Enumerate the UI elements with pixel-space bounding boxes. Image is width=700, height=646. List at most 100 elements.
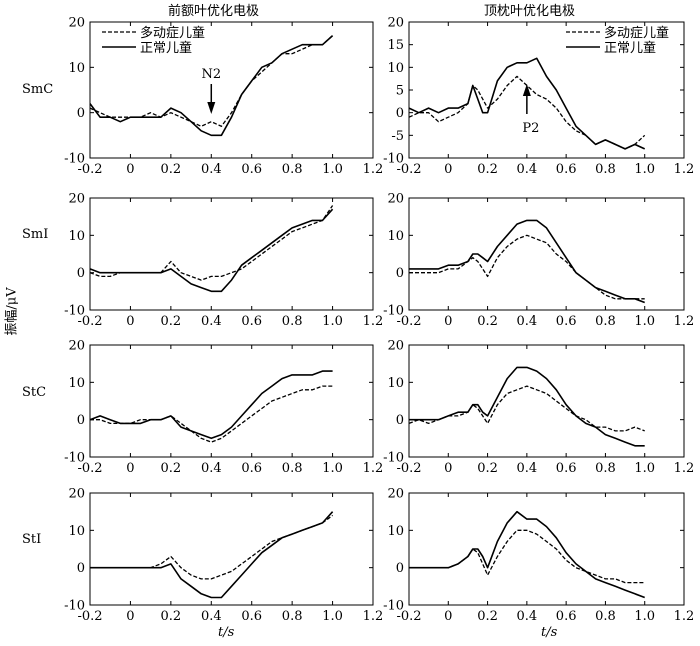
y-tick-label: -5 [391, 129, 404, 144]
series-line-normal [90, 511, 334, 599]
series-line-normal [89, 370, 333, 440]
y-tick-label: 0 [396, 266, 404, 281]
y-tick-label: 0 [396, 106, 404, 121]
x-tick-label: 0.2 [477, 162, 498, 177]
y-tick-label: 20 [387, 339, 404, 354]
plot-frame [408, 492, 685, 606]
x-tick-label: 0.2 [477, 609, 498, 624]
y-tick-label: 20 [68, 16, 85, 31]
x-tick-label: 0 [444, 461, 452, 476]
y-tick-label: -10 [64, 451, 85, 466]
x-tick-label: 1.0 [322, 461, 343, 476]
panel-SmC-parietal: -0.2 0 0.2 0.4 0.6 0.8 1.0 1.2 -10 -5 0 5 10 15 20 P2 多动… [383, 16, 694, 178]
y-tick-label: 10 [387, 229, 404, 244]
x-axis-label-right: t/s [541, 625, 558, 640]
x-tick-label: 0 [444, 162, 452, 177]
x-tick-label: 0.2 [161, 461, 182, 476]
legend-label-adhd: 多动症儿童 [140, 25, 205, 41]
series-line-adhd [408, 385, 645, 432]
y-tick-label: 0 [77, 106, 85, 121]
panel-SmI-parietal: -0.2 0 0.2 0.4 0.6 0.8 1.0 1.2 -10 0 10 20 [383, 192, 694, 330]
x-tick-label: 1.2 [363, 461, 384, 476]
x-tick-label: 1.2 [674, 461, 695, 476]
x-tick-label: 0.2 [477, 314, 498, 329]
row-label-smc: SmC [22, 82, 54, 97]
x-tick-label: 0.8 [282, 461, 303, 476]
x-tick-label: 0 [126, 609, 134, 624]
legend-label-adhd: 多动症儿童 [604, 25, 669, 41]
x-tick-label: 1.0 [322, 609, 343, 624]
plot-frame [89, 492, 374, 606]
x-tick-label: -0.2 [396, 609, 421, 624]
n2-arrow-head [207, 102, 216, 114]
series-line-normal [89, 35, 334, 137]
x-tick-label: 0.4 [517, 461, 538, 476]
x-tick-label: 0.4 [201, 162, 222, 177]
x-tick-label: 1.2 [674, 162, 695, 177]
panel-SmC-frontal: -0.2 0 0.2 0.4 0.6 0.8 1.0 1.2 -10 0 10 20 N2 多动症儿童正常… [64, 16, 383, 178]
y-tick-label: -10 [64, 599, 85, 614]
x-tick-label: 0.2 [161, 609, 182, 624]
x-tick-label: -0.2 [396, 162, 421, 177]
plot-frame [89, 197, 374, 311]
y-tick-label: 10 [68, 524, 85, 539]
x-tick-label: 0.6 [241, 461, 262, 476]
series-line-normal [409, 366, 645, 447]
x-tick-label: 0.4 [517, 314, 538, 329]
column-title-frontal: 前额叶优化电极 [168, 4, 260, 19]
y-tick-label: 20 [387, 487, 404, 502]
y-tick-label: 0 [77, 266, 85, 281]
y-tick-label: 20 [68, 192, 85, 207]
x-tick-label: 1.0 [322, 314, 343, 329]
x-tick-label: 0.8 [282, 609, 303, 624]
x-tick-label: 1.2 [674, 609, 695, 624]
x-tick-label: 0 [444, 609, 452, 624]
y-tick-label: 0 [396, 561, 404, 576]
x-tick-label: 0.8 [595, 461, 616, 476]
y-tick-label: -10 [64, 152, 85, 167]
x-tick-label: 1.0 [634, 314, 655, 329]
x-tick-label: 0.2 [477, 461, 498, 476]
row-label-smi: SmI [22, 227, 49, 242]
x-tick-label: 0 [126, 461, 134, 476]
y-tick-label: 10 [387, 61, 404, 76]
x-tick-label: 0.8 [282, 314, 303, 329]
series-line-normal [409, 219, 645, 304]
x-tick-label: 0.6 [241, 314, 262, 329]
x-tick-label: 0.4 [517, 609, 538, 624]
panel-StC-parietal: -0.2 0 0.2 0.4 0.6 0.8 1.0 1.2 -10 0 10 20 [383, 339, 694, 477]
x-axis-label-left: t/s [218, 625, 235, 640]
y-tick-label: 15 [387, 38, 404, 53]
x-tick-label: 0 [444, 314, 452, 329]
y-tick-label: -10 [383, 152, 404, 167]
annotation-n2: N2 [201, 67, 221, 82]
plot-frame [408, 197, 685, 311]
y-tick-label: 20 [387, 192, 404, 207]
x-tick-label: 0.6 [556, 162, 577, 177]
y-tick-label: 10 [68, 61, 85, 76]
x-tick-label: -0.2 [77, 609, 102, 624]
x-tick-label: 0.6 [241, 162, 262, 177]
x-tick-label: -0.2 [77, 314, 102, 329]
y-tick-label: 5 [396, 84, 404, 99]
series-line-normal [408, 57, 646, 150]
panel-SmI-frontal: -0.2 0 0.2 0.4 0.6 0.8 1.0 1.2 -10 0 10 20 [64, 192, 383, 330]
series-line-normal [409, 510, 645, 599]
x-tick-label: 0.8 [595, 609, 616, 624]
x-tick-label: 1.2 [363, 609, 384, 624]
y-tick-label: -10 [383, 304, 404, 319]
x-tick-label: 0.8 [595, 314, 616, 329]
series-line-adhd [89, 205, 334, 281]
y-tick-label: -10 [383, 599, 404, 614]
plot-frame [408, 344, 685, 458]
x-tick-label: 1.0 [634, 162, 655, 177]
x-tick-label: 1.2 [674, 314, 695, 329]
x-tick-label: 0.4 [517, 162, 538, 177]
x-tick-label: 0.4 [201, 609, 222, 624]
x-tick-label: 1.0 [322, 162, 343, 177]
x-tick-label: 0.4 [201, 461, 222, 476]
x-tick-label: 0.8 [595, 162, 616, 177]
column-title-parietal: 顶枕叶优化电极 [484, 4, 576, 19]
